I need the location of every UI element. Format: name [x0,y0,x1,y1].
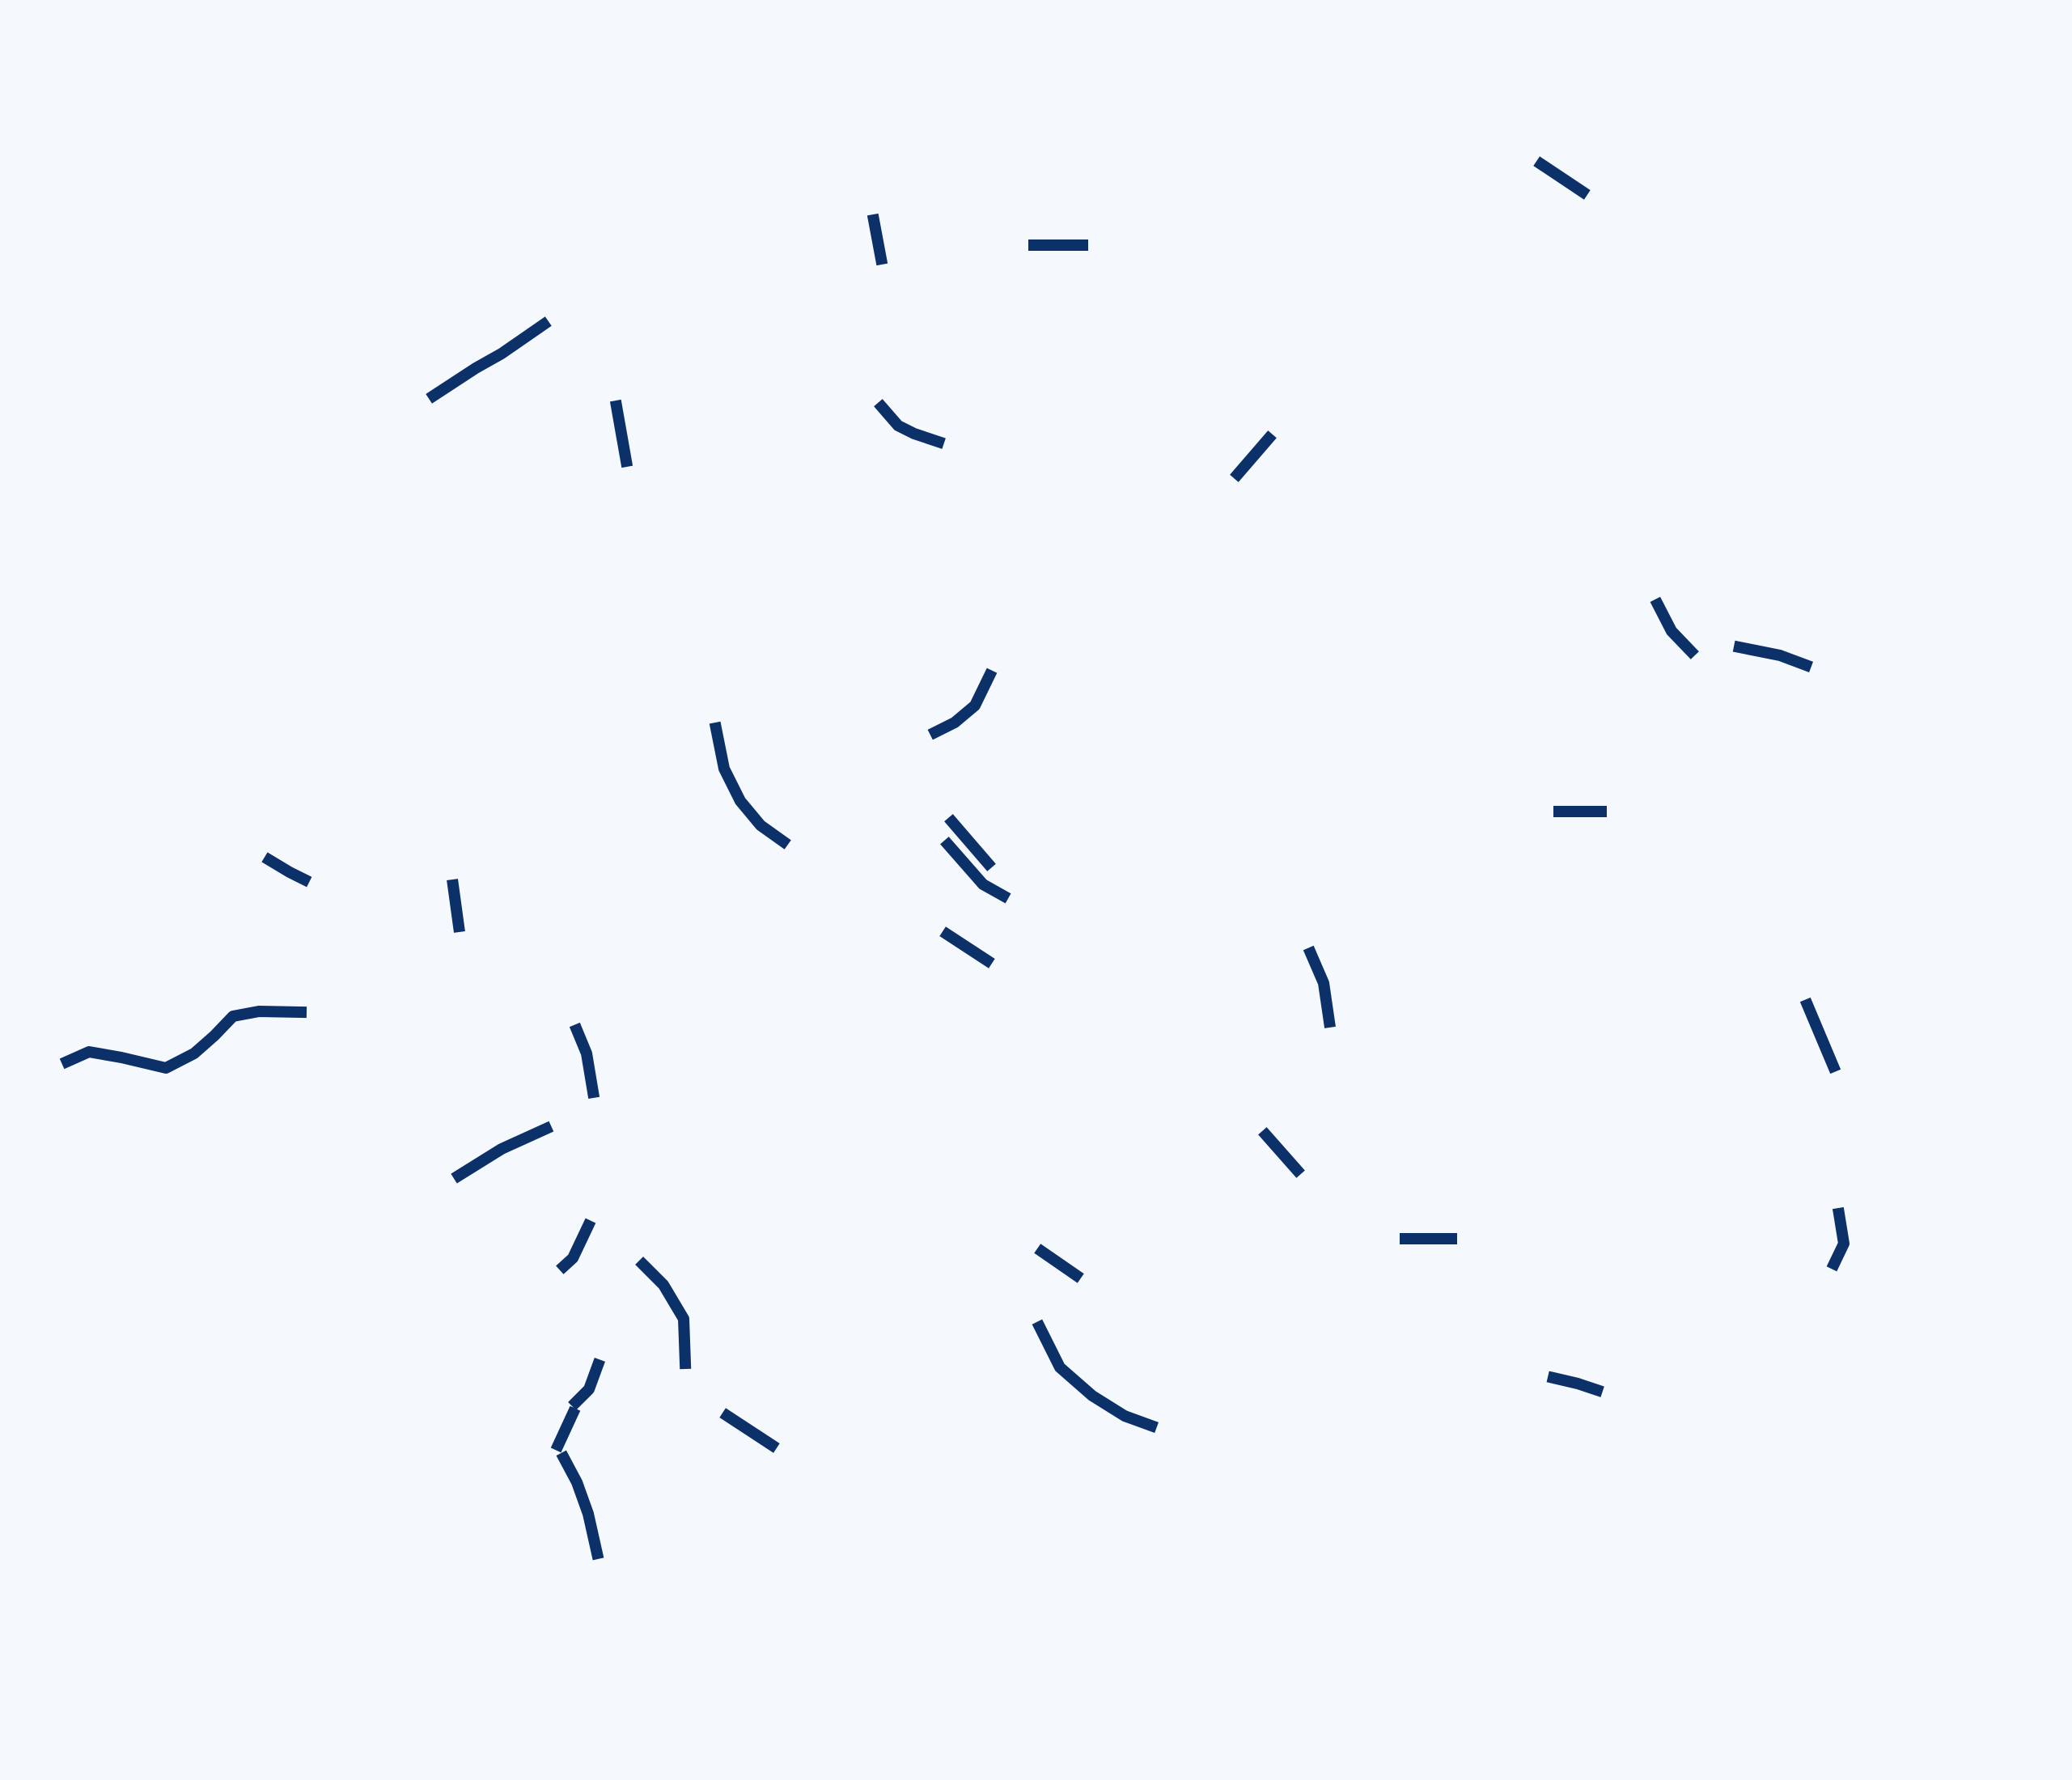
stroke-lower-right-hook [1546,1371,1604,1397]
stroke-far-right-small-hook [1826,1206,1850,1272]
stroke-top-diagonal-left [426,316,552,404]
stroke-middle-arc [709,721,791,850]
stroke-bottom-middle-diagonal [719,1408,780,1453]
stroke-left-long-wave [59,1006,307,1074]
stroke-lower-diagonal-a [1258,1127,1305,1178]
stroke-bottom-left-long [556,1450,604,1561]
stroke-left-mid-diagonal [451,1121,554,1184]
stroke-far-right-diagonal [1799,997,1841,1074]
stroke-middle-short-diagonal [939,926,995,968]
stroke-lower-large-arc [1032,1319,1159,1433]
stroke-upper-right-diagonal [1230,430,1277,482]
stroke-lower-left-hook [556,1218,596,1274]
stroke-left-vertical [447,879,465,933]
stroke-bottom-left-small [568,1358,605,1410]
stroke-top-right-diagonal [1533,156,1591,200]
stroke-lower-short-diagonal [1034,1244,1084,1283]
stroke-upper-curve [874,399,946,449]
stroke-left-mid-vertical [569,1022,600,1100]
stroke-center-vertical-right [1303,945,1336,1028]
stroke-top-vertical-a [867,213,888,266]
stroke-right-hook [1650,596,1699,659]
stroke-middle-parallel-b [940,837,1011,904]
stroke-middle-small-arc [927,668,998,740]
stroke-group [59,156,1850,1561]
stroke-lower-curve-a [635,1257,692,1370]
stroke-left-small-hook [261,852,312,888]
stroke-bottom-left-diagonal [550,1405,581,1453]
stroke-right-smear [1732,640,1814,673]
stroke-middle-parallel-a [944,814,996,871]
stroke-upper-vertical-b [609,399,633,468]
